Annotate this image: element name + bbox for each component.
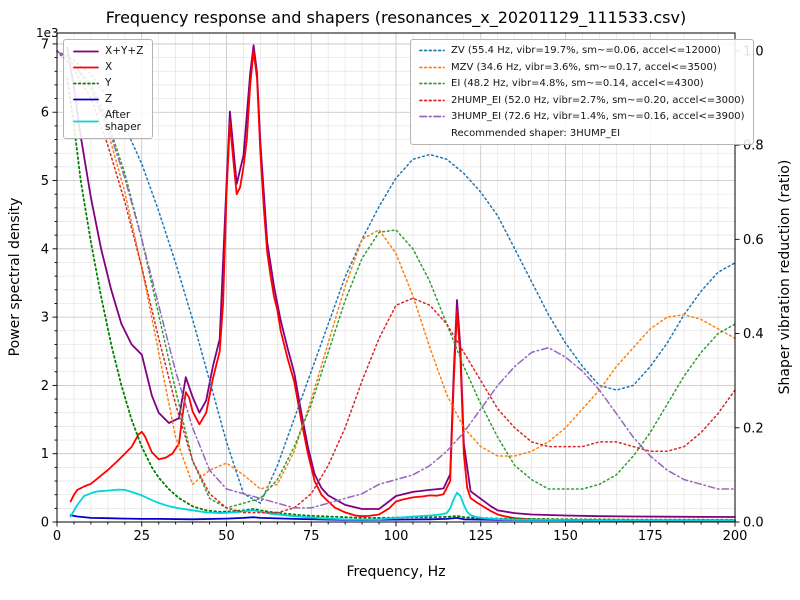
legend-line-sample-sum [73, 50, 99, 52]
legend-item-MZV: MZV (34.6 Hz, vibr=3.6%, sm~=0.17, accel… [419, 62, 745, 74]
x-axis-label: Frequency, Hz [346, 564, 445, 580]
legend-item-y: Y [73, 77, 143, 89]
legend-label-y: Y [105, 77, 112, 90]
x-tick-label: 50 [218, 529, 235, 544]
series-MZV [56, 50, 736, 490]
chart-title: Frequency response and shapers (resonanc… [106, 8, 686, 28]
legend-shaper-items: ZV (55.4 Hz, vibr=19.7%, sm~=0.06, accel… [419, 45, 745, 123]
legend-item-ZV: ZV (55.4 Hz, vibr=19.7%, sm~=0.06, accel… [419, 45, 745, 57]
series-after-shaper [69, 488, 736, 522]
legend-item-z: Z [73, 93, 143, 105]
legend-line-sample-y [73, 82, 99, 85]
legend-label-x: X [105, 61, 113, 74]
series-x [69, 49, 736, 522]
legend-line-sample-MZV [419, 66, 445, 69]
legend-line-sample-3HUMP_EI [419, 115, 445, 118]
y-axis-label-right: Shaper vibration reduction (ratio) [777, 160, 793, 395]
x-tick-label: 75 [303, 529, 320, 544]
y-tick-label-left: 1 [41, 447, 49, 462]
x-tick-label: 125 [468, 529, 493, 544]
y-tick-label-left: 0 [41, 516, 49, 531]
legend-line-sample-ZV [419, 49, 445, 52]
legend-label-2HUMP_EI: 2HUMP_EI (52.0 Hz, vibr=2.7%, sm~=0.20, … [451, 94, 745, 106]
legend-line-sample-2HUMP_EI [419, 99, 445, 102]
x-tick-label: 175 [638, 529, 663, 544]
y-tick-label-left: 7 [41, 37, 49, 52]
legend-shapers: ZV (55.4 Hz, vibr=19.7%, sm~=0.06, accel… [410, 39, 754, 145]
legend-label-3HUMP_EI: 3HUMP_EI (72.6 Hz, vibr=1.4%, sm~=0.16, … [451, 111, 745, 122]
y-axis-label-left: Power spectral density [7, 198, 23, 357]
legend-item-3HUMP_EI: 3HUMP_EI (72.6 Hz, vibr=1.4%, sm~=0.16, … [419, 111, 745, 123]
y-tick-label-left: 3 [41, 311, 49, 326]
legend-item-sum: X+Y+Z [73, 45, 143, 57]
legend-label-MZV: MZV (34.6 Hz, vibr=3.6%, sm~=0.17, accel… [451, 61, 717, 73]
y-axis-offset-text: 1e3 [36, 26, 59, 40]
legend-line-sample-EI [419, 82, 445, 85]
legend-label-z: Z [105, 93, 113, 106]
legend-item-x: X [73, 61, 143, 73]
x-tick-label: 25 [133, 529, 150, 544]
series-2HUMP_EI [56, 50, 736, 514]
y-tick-label-left: 4 [41, 242, 49, 257]
x-tick-label: 150 [553, 529, 578, 544]
series-3HUMP_EI [56, 50, 736, 509]
y-tick-label-left: 5 [41, 174, 49, 189]
legend-psd: X+Y+Z X Y Z After shaper [63, 39, 154, 140]
series-sum [66, 44, 736, 518]
legend-line-sample-z [73, 98, 99, 101]
legend-psd-items: X+Y+Z X Y Z After shaper [73, 45, 143, 133]
y-tick-label-right: 0.4 [743, 327, 764, 342]
legend-item-2HUMP_EI: 2HUMP_EI (52.0 Hz, vibr=2.7%, sm~=0.20, … [419, 95, 745, 107]
x-tick-label: 200 [723, 529, 748, 544]
tick-labels: 0 25 50 75 100 125 150 175 200 0 1 2 3 4 5 6 7 0.0 0.2 0.4 0… [41, 37, 764, 544]
x-tick-label: 100 [384, 529, 409, 544]
y-tick-label-right: 0.0 [743, 516, 764, 531]
legend-item-after-shaper: After shaper [73, 109, 143, 133]
y-tick-label-right: 0.2 [743, 421, 764, 436]
legend-line-sample-x [73, 66, 99, 68]
x-tick-label: 0 [53, 529, 61, 544]
y-tick-label-right: 0.6 [743, 233, 764, 248]
legend-label-after-shaper: After shaper [105, 109, 142, 134]
legend-label-ZV: ZV (55.4 Hz, vibr=19.7%, sm~=0.06, accel… [451, 45, 721, 56]
y-tick-label-left: 2 [41, 379, 49, 394]
series-ZV [56, 50, 736, 504]
y-tick-label-left: 6 [41, 106, 49, 121]
recommended-shaper-note: Recommended shaper: 3HUMP_EI [451, 127, 621, 139]
legend-item-EI: EI (48.2 Hz, vibr=4.8%, sm~=0.14, accel<… [419, 78, 745, 90]
series-EI [56, 50, 736, 509]
legend-label-sum: X+Y+Z [105, 45, 144, 57]
legend-label-EI: EI (48.2 Hz, vibr=4.8%, sm~=0.14, accel<… [451, 78, 704, 89]
legend-line-sample-after-shaper [73, 120, 99, 123]
